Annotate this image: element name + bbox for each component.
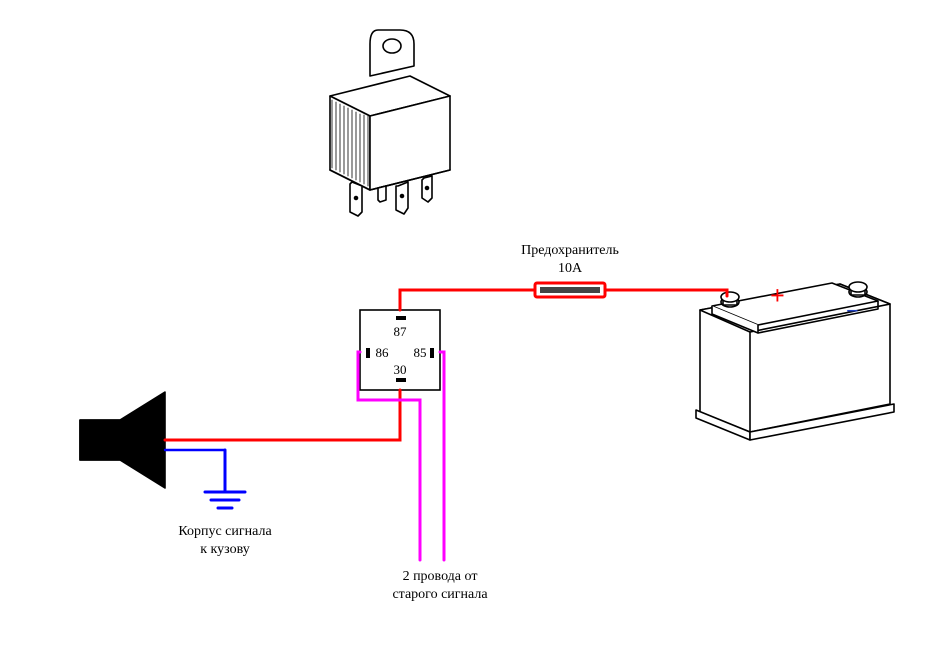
wiring-diagram: 87 86 85 30 Предохранитель 10А + [0, 0, 936, 662]
battery-icon: + − [696, 281, 894, 440]
relay-3d-icon [330, 30, 450, 216]
ground-label-2: к кузову [200, 542, 250, 557]
battery-plus: + [770, 281, 785, 310]
terminal-86-label: 86 [376, 345, 390, 360]
terminal-85-label: 85 [414, 345, 427, 360]
ground-label-1: Корпус сигнала [178, 524, 272, 539]
fuse-title: Предохранитель [521, 243, 619, 258]
old-wires-label-1: 2 провода от [403, 569, 478, 584]
ground-icon [205, 450, 245, 508]
terminal-86-slot [366, 348, 370, 358]
horn-icon [80, 392, 165, 488]
terminal-30-label: 30 [394, 362, 407, 377]
wire-red-relay30-to-horn [165, 390, 400, 440]
terminal-87-label: 87 [394, 324, 408, 339]
terminal-85-slot [430, 348, 434, 358]
terminal-30-slot [396, 378, 406, 382]
battery-minus: − [846, 298, 859, 323]
old-wires-label-2: старого сигнала [392, 587, 488, 602]
terminal-87-slot [396, 316, 406, 320]
relay-socket: 87 86 85 30 [360, 310, 440, 390]
fuse-value: 10А [558, 261, 583, 276]
